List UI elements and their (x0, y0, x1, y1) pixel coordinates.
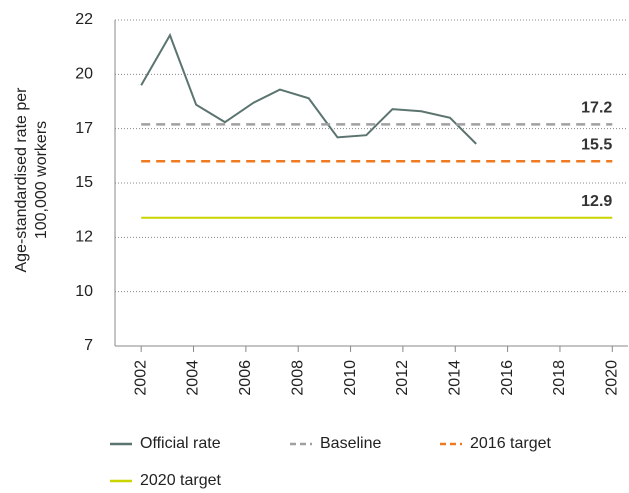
x-tick-label: 2014 (446, 360, 463, 396)
x-tick-label: 2002 (132, 360, 149, 396)
x-tick-label: 2012 (394, 360, 411, 396)
value-label: 15.5 (581, 136, 612, 153)
y-tick-label: 10 (75, 283, 93, 300)
y-tick-label: 17 (75, 120, 93, 137)
y-tick-label: 20 (75, 66, 93, 83)
legend-label: Official rate (140, 435, 221, 452)
legend-label: 2016 target (470, 435, 552, 452)
x-tick-label: 2016 (499, 360, 516, 396)
y-tick-label: 22 (75, 11, 93, 28)
y-tick-label: 7 (84, 337, 93, 354)
y-tick-label: 15 (75, 174, 93, 191)
y-tick-label: 12 (75, 229, 93, 246)
legend-label: Baseline (320, 435, 381, 452)
legend-label: 2020 target (140, 472, 222, 489)
y-axis-label: 100,000 workers (33, 121, 50, 239)
x-tick-label: 2008 (289, 360, 306, 396)
series-line (140, 32, 477, 145)
value-label: 12.9 (581, 193, 612, 210)
x-tick-label: 2018 (551, 360, 568, 396)
x-tick-label: 2020 (604, 360, 621, 396)
value-label: 17.2 (581, 100, 612, 117)
x-tick-label: 2004 (185, 360, 202, 396)
y-axis-label: Age-standardised rate per (13, 87, 30, 273)
x-tick-label: 2006 (237, 360, 254, 396)
x-tick-label: 2010 (342, 360, 359, 396)
